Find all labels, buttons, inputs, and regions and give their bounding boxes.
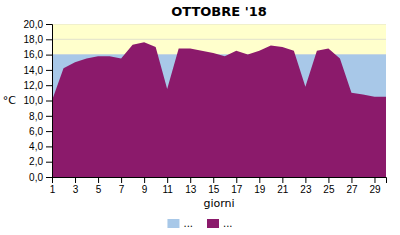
tick-label: 10,0 — [24, 95, 44, 106]
tick-mark — [167, 177, 168, 183]
tick-mark — [46, 101, 52, 102]
legend-item: ... — [167, 218, 193, 229]
tick-label: 4,0 — [29, 141, 43, 152]
tick-label: 8,0 — [29, 111, 43, 122]
tick-mark — [46, 131, 52, 132]
tick: 23 — [300, 177, 312, 195]
tick-mark — [46, 39, 52, 40]
tick: 13 — [185, 177, 197, 195]
title: OTTOBRE '18 — [171, 4, 267, 19]
tick-mark — [46, 162, 52, 163]
tick-mark — [46, 146, 52, 147]
tick-mark — [351, 177, 352, 183]
legend: ...... — [167, 218, 232, 229]
y-axis-title: °C — [3, 94, 17, 107]
tick: 29 — [369, 177, 381, 195]
tick-label: 18,0 — [24, 34, 44, 45]
tick-label: 13 — [185, 184, 197, 195]
axis-line — [53, 178, 387, 184]
tick-label: 25 — [323, 184, 335, 195]
tick: 14,0 — [24, 65, 52, 76]
band — [52, 24, 386, 55]
legend-label: ... — [183, 218, 193, 229]
tick-mark — [374, 177, 375, 183]
tick: 4,0 — [29, 141, 52, 152]
tick: 11 — [162, 177, 173, 195]
tick-label: 20,0 — [24, 19, 44, 30]
tick-mark — [46, 55, 52, 56]
tick-mark — [98, 177, 99, 183]
tick: 1 — [50, 177, 56, 195]
tick-mark — [46, 85, 52, 86]
tick-mark — [46, 70, 52, 71]
plot-marks — [52, 24, 386, 177]
tick: 8,0 — [29, 111, 52, 122]
tick-mark — [213, 177, 214, 183]
tick-label: 5 — [96, 184, 102, 195]
tick: 15 — [208, 177, 220, 195]
tick: 21 — [277, 177, 289, 195]
tick-label: 23 — [300, 184, 312, 195]
tick: 6,0 — [29, 126, 52, 137]
tick-label: 15 — [208, 184, 220, 195]
tick-mark — [46, 116, 52, 117]
tick-mark — [190, 177, 191, 183]
tick-label: 7 — [119, 184, 125, 195]
tick-label: 2,0 — [29, 156, 43, 167]
chart: 13579111315171921232527290,02,04,06,08,0… — [0, 0, 400, 235]
tick: 16,0 — [24, 49, 52, 60]
tick: 2,0 — [29, 156, 52, 167]
tick: 9 — [142, 177, 148, 195]
x-axis: 1357911131517192123252729 — [50, 177, 387, 195]
tick-label: 17 — [231, 184, 243, 195]
tick: 3 — [73, 177, 79, 195]
tick-mark — [236, 177, 237, 183]
tick-mark — [121, 177, 122, 183]
tick: 20,0 — [24, 19, 52, 30]
legend-label: ... — [223, 218, 233, 229]
tick: 0,0 — [29, 172, 52, 183]
tick: 18,0 — [24, 34, 52, 45]
tick: 19 — [254, 177, 266, 195]
tick: 17 — [231, 177, 243, 195]
tick: 12,0 — [24, 80, 52, 91]
tick: 7 — [119, 177, 125, 195]
tick-mark — [328, 177, 329, 183]
axis-line — [46, 25, 53, 178]
plot-area: 13579111315171921232527290,02,04,06,08,0… — [24, 19, 387, 195]
tick: 27 — [346, 177, 358, 195]
tick-label: 27 — [346, 184, 358, 195]
tick-label: 21 — [277, 184, 289, 195]
grid-line — [52, 39, 386, 40]
x-axis-title: giorni — [203, 197, 234, 210]
tick-mark — [46, 177, 52, 178]
tick-label: 0,0 — [29, 172, 43, 183]
tick: 25 — [323, 177, 335, 195]
tick-label: 29 — [369, 184, 381, 195]
legend-swatch — [167, 219, 179, 228]
tick-label: 14,0 — [24, 65, 44, 76]
tick-label: 1 — [50, 184, 56, 195]
tick-mark — [46, 24, 52, 25]
tick-label: 9 — [142, 184, 148, 195]
tick-mark — [75, 177, 76, 183]
tick-label: 12,0 — [24, 80, 44, 91]
legend-swatch — [207, 219, 219, 228]
area — [52, 42, 386, 177]
tick-label: 11 — [162, 184, 173, 195]
tick-label: 3 — [73, 184, 79, 195]
y-axis: 0,0 2,0 4,0 6,0 8,0 10,0 12,0 14,0 16,0 18,0 20,0 — [24, 19, 53, 183]
tick-mark — [144, 177, 145, 183]
tick: 10,0 — [24, 95, 52, 106]
legend-item: ... — [207, 218, 233, 229]
tick-label: 6,0 — [29, 126, 43, 137]
tick-mark — [259, 177, 260, 183]
tick-label: 16,0 — [24, 49, 44, 60]
tick-mark — [305, 177, 306, 183]
tick: 5 — [96, 177, 102, 195]
tick-mark — [282, 177, 283, 183]
grid-line — [52, 24, 386, 25]
tick-label: 19 — [254, 184, 266, 195]
